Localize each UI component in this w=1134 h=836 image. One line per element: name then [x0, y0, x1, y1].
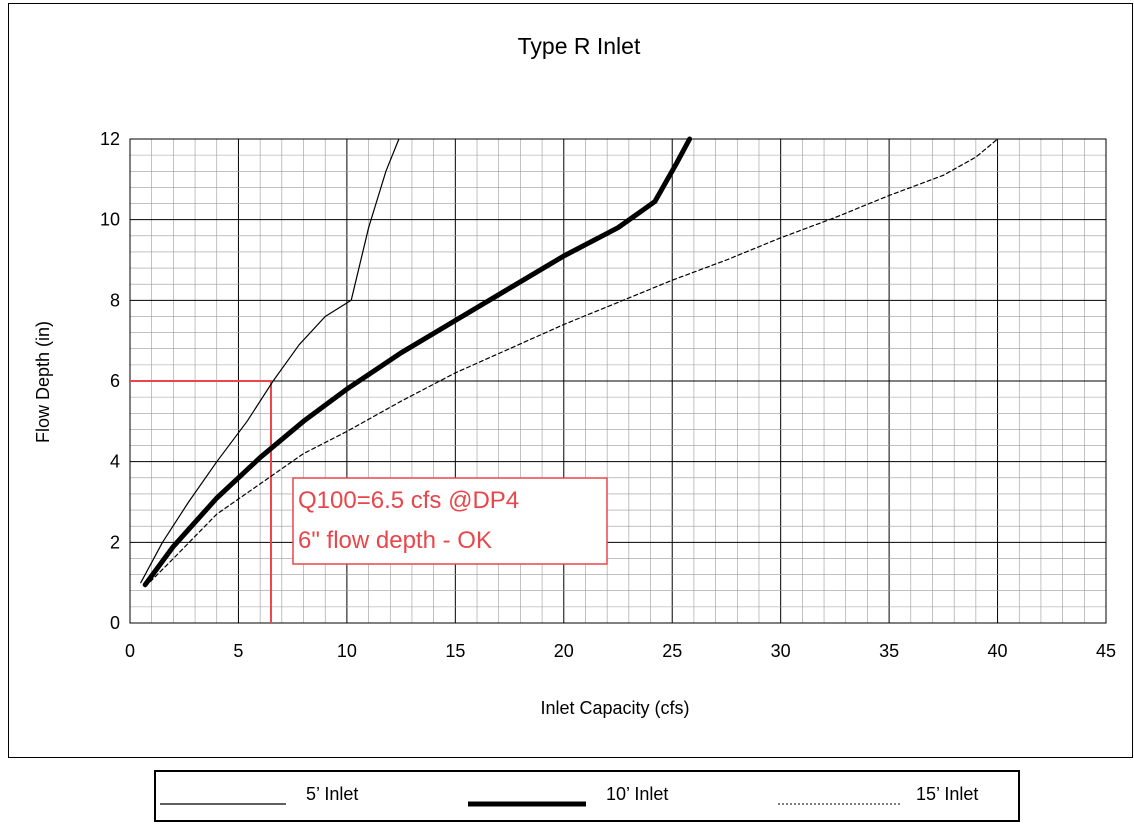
y-tick-label: 2: [110, 532, 120, 552]
x-tick-label: 30: [771, 641, 791, 661]
series-lines: [140, 136, 999, 588]
x-tick-label: 15: [445, 641, 465, 661]
y-axis-label: Flow Depth (in): [33, 321, 53, 443]
legend-label-10ft: 10’ Inlet: [606, 784, 669, 804]
chart-svg: Type R Inlet Flow Depth (in) Inlet Capac…: [33, 33, 1116, 718]
x-tick-label: 5: [233, 641, 243, 661]
legend-item-10ft: 10’ Inlet: [466, 772, 756, 820]
annotation-guides: [130, 380, 272, 623]
x-tick-label: 40: [988, 641, 1008, 661]
legend-label-5ft: 5’ Inlet: [306, 784, 359, 804]
chart-frame: Type R Inlet Flow Depth (in) Inlet Capac…: [8, 3, 1133, 758]
legend-swatch-10ft: [468, 801, 586, 807]
chart-title: Type R Inlet: [518, 33, 641, 59]
x-tick-label: 45: [1096, 641, 1116, 661]
legend-swatch-15ft: [778, 803, 901, 805]
x-tick-label: 0: [125, 641, 135, 661]
legend-item-15ft: 15’ Inlet: [776, 772, 1016, 820]
x-tick-label: 10: [337, 641, 357, 661]
legend-swatch-5ft: [160, 803, 286, 805]
legend: 5’ Inlet 10’ Inlet 15’ Inlet: [154, 770, 1020, 822]
y-tick-label: 8: [110, 290, 120, 310]
annotation-line-2: 6" flow depth - OK: [298, 527, 492, 554]
x-tick-label: 25: [662, 641, 682, 661]
annotation-line-1: Q100=6.5 cfs @DP4: [298, 487, 519, 514]
legend-label-15ft: 15’ Inlet: [916, 784, 979, 804]
x-tick-label: 20: [554, 641, 574, 661]
annotation-box: [292, 477, 608, 565]
series-line-1: [142, 136, 693, 588]
x-axis-label: Inlet Capacity (cfs): [540, 698, 689, 718]
tick-labels: 0 5 10 15 20 25 30 35 40 45 0 2 4 6 8 10 12: [100, 129, 1116, 661]
y-tick-label: 6: [110, 371, 120, 391]
y-tick-label: 10: [100, 210, 120, 230]
y-tick-label: 4: [110, 452, 120, 472]
y-tick-label: 12: [100, 129, 120, 149]
x-tick-label: 35: [879, 641, 899, 661]
annotation: Q100=6.5 cfs @DP4 6" flow depth - OK: [292, 477, 608, 565]
y-tick-label: 0: [110, 613, 120, 633]
grid: [129, 138, 1107, 624]
legend-item-5ft: 5’ Inlet: [156, 772, 446, 820]
series-line-2: [144, 138, 999, 588]
series-line-0: [140, 138, 400, 584]
